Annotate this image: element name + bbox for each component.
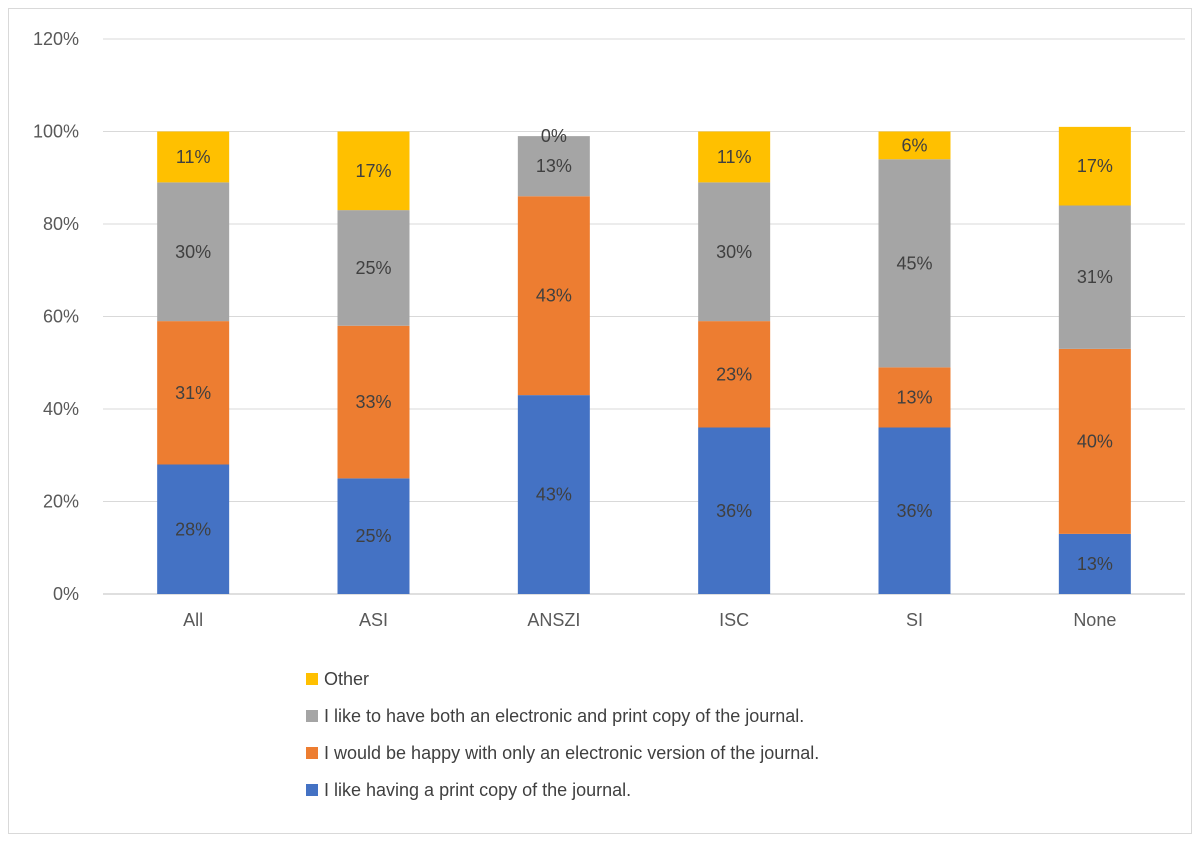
y-tick-label: 60% [43,307,79,327]
bar-segment [517,136,590,197]
x-tick-label: ISC [719,610,749,630]
y-tick-label: 80% [43,214,79,234]
bar-segment [878,159,951,368]
data-label: 17% [355,161,391,181]
bar-segment [698,321,771,428]
data-label: 23% [716,364,752,384]
data-label: 30% [716,242,752,262]
bar-segment [157,321,230,465]
legend-item: I like to have both an electronic and pr… [306,706,819,726]
data-label: 36% [716,501,752,521]
x-tick-label: SI [906,610,923,630]
legend-swatch [306,747,318,759]
data-label: 30% [175,242,211,262]
legend-swatch [306,673,318,685]
x-tick-label: ASI [359,610,388,630]
bar-segment [157,182,230,322]
data-label: 17% [1077,156,1113,176]
legend-label: I like to have both an electronic and pr… [324,705,805,726]
chart-area: 0% 20% 40% 60% 80% 100% 120% 28% 31% 30% 11% All 25%… [8,8,1192,834]
data-label: 13% [1077,554,1113,574]
bar-segment [337,131,410,211]
bar-segment [878,131,951,160]
bar-segment [1058,348,1131,534]
data-label: 31% [1077,267,1113,287]
chart-legend: Other I like to have both an electronic a… [306,669,819,817]
legend-item: I would be happy with only an electronic… [306,743,819,763]
y-tick-label: 40% [43,399,79,419]
data-label: 36% [896,501,932,521]
bar-segment [698,131,771,183]
data-label: 25% [355,526,391,546]
data-label: 43% [536,286,572,306]
bar-segment [337,210,410,326]
legend-item: I like having a print copy of the journa… [306,780,819,800]
legend-label: Other [324,668,370,689]
legend-swatch [306,710,318,722]
legend-item: Other [306,669,819,689]
bar-segment [878,367,951,428]
data-label: 13% [536,156,572,176]
bar-segment [157,464,230,594]
data-label: 43% [536,485,572,505]
bar-segment [878,427,951,594]
data-label: 0% [541,126,567,146]
data-label: 40% [1077,431,1113,451]
data-label: 28% [175,519,211,539]
bar-segment [337,478,410,594]
x-tick-label: All [183,610,203,630]
bar-segment [157,131,230,183]
legend-label: I like having a print copy of the journa… [324,779,632,800]
data-label: 13% [896,387,932,407]
legend-swatch [306,784,318,796]
data-label: 33% [355,392,391,412]
bar-segment [698,182,771,322]
bar-segment [337,325,410,479]
data-label: 31% [175,383,211,403]
bar-segment [1058,205,1131,349]
bar-segment [698,427,771,594]
legend-label: I would be happy with only an electronic… [324,742,820,763]
bar-segment [517,196,590,396]
data-label: 11% [176,147,211,167]
data-label: 45% [896,253,932,273]
x-tick-label: ANSZI [527,610,580,630]
y-tick-label: 120% [33,29,79,49]
y-tick-label: 100% [33,122,79,142]
bar-segment [517,395,590,594]
bar-segment [1058,126,1131,206]
bar-segment [1058,533,1131,594]
stacked-bar-chart: 0% 20% 40% 60% 80% 100% 120% 28% 31% 30% 11% All 25%… [33,29,1185,630]
data-label: 6% [901,135,927,155]
data-label: 25% [355,258,391,278]
y-tick-label: 0% [53,584,79,604]
y-tick-label: 20% [43,492,79,512]
data-label: 11% [717,147,752,167]
x-tick-label: None [1073,610,1116,630]
